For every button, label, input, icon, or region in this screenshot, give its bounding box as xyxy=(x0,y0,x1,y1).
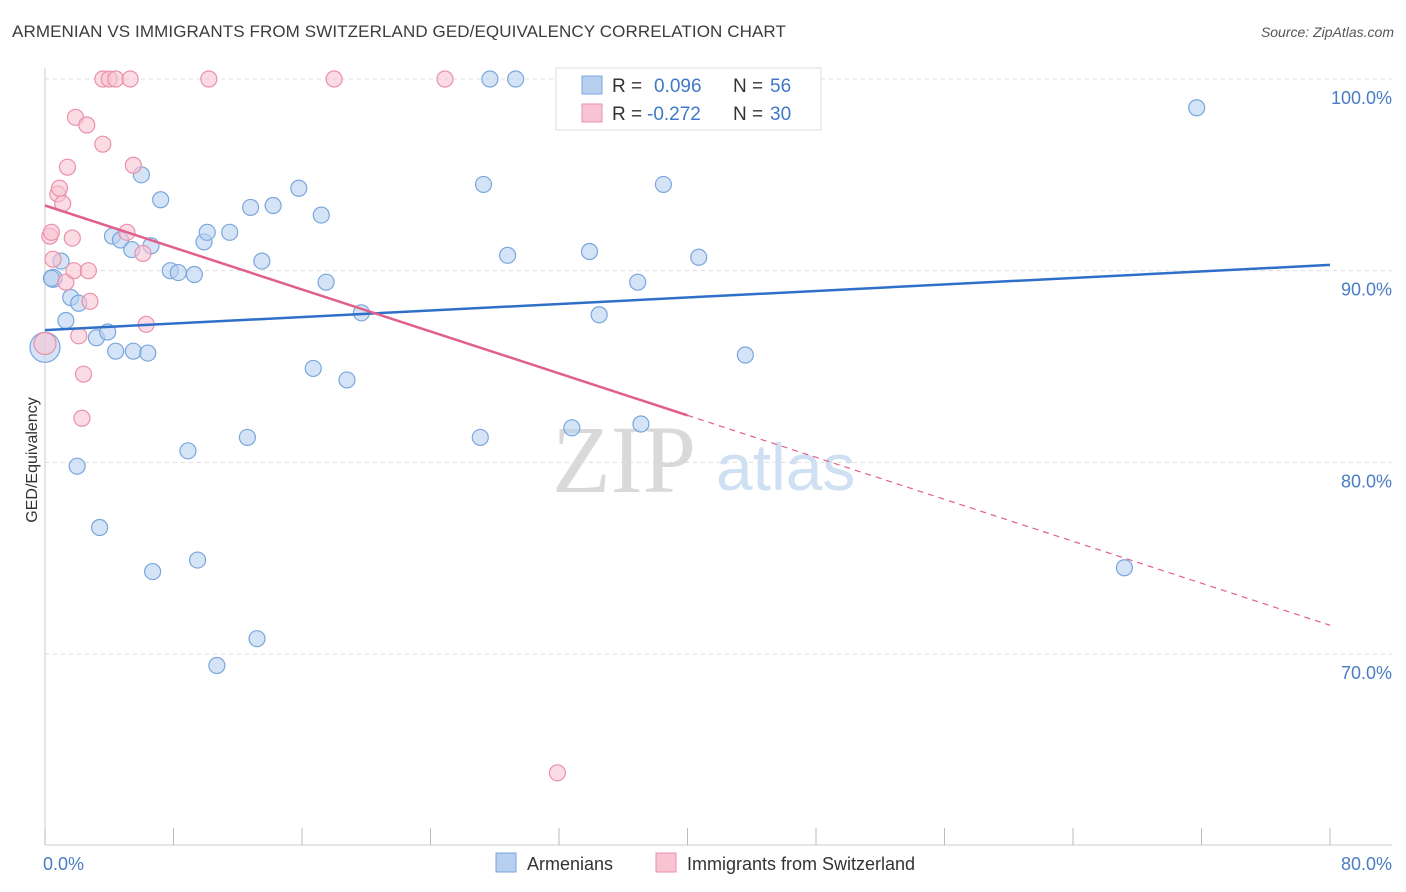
point-switzerland xyxy=(548,764,566,782)
point-armenians xyxy=(248,630,266,648)
trend-lines xyxy=(44,204,1331,626)
point-switzerland xyxy=(325,70,343,88)
point-armenians xyxy=(338,371,356,389)
y-tick-label: 100.0% xyxy=(1331,88,1392,108)
legend-label-armenians: Armenians xyxy=(527,854,613,874)
point-armenians xyxy=(253,252,271,270)
legend-n-value: 56 xyxy=(770,76,791,97)
point-armenians xyxy=(124,342,142,360)
point-armenians xyxy=(654,175,673,194)
point-armenians xyxy=(290,179,308,197)
point-armenians xyxy=(208,656,226,675)
point-armenians xyxy=(57,311,75,330)
point-armenians xyxy=(471,428,489,447)
point-armenians xyxy=(188,551,207,569)
trend-line-armenians xyxy=(44,263,1331,332)
legend-swatch-armenians xyxy=(495,852,517,873)
point-switzerland xyxy=(70,327,88,345)
point-armenians xyxy=(690,248,708,266)
watermark-atlas: atlas xyxy=(716,430,855,504)
point-armenians xyxy=(499,246,517,264)
point-switzerland xyxy=(63,229,81,247)
legend-swatch-switzerland xyxy=(655,852,677,873)
point-armenians xyxy=(1188,99,1206,117)
point-armenians xyxy=(91,518,109,537)
legend-swatch-switzerland xyxy=(581,103,603,123)
point-armenians xyxy=(238,428,256,447)
point-switzerland xyxy=(94,135,112,153)
watermark: ZIP atlas xyxy=(552,406,855,513)
point-armenians xyxy=(68,457,86,475)
y-tick-label: 90.0% xyxy=(1341,280,1392,300)
legend-r-label: R = xyxy=(612,76,642,97)
point-armenians xyxy=(1115,559,1134,577)
legend-r-label: R = xyxy=(612,104,642,125)
point-switzerland xyxy=(107,70,125,88)
point-armenians xyxy=(242,198,260,217)
legend-r-value: 0.096 xyxy=(654,76,702,97)
point-armenians xyxy=(563,419,581,437)
legend-n-label: N = xyxy=(733,104,763,125)
chart-title: ARMENIAN VS IMMIGRANTS FROM SWITZERLAND … xyxy=(12,22,786,41)
point-armenians xyxy=(179,442,197,460)
point-switzerland xyxy=(58,158,77,176)
legend-series: Armenians Immigrants from Switzerland xyxy=(495,852,915,874)
point-switzerland xyxy=(200,70,218,88)
point-armenians xyxy=(507,70,525,88)
point-switzerland xyxy=(44,250,62,268)
trend-line-switzerland-extrapolated xyxy=(687,414,1331,626)
legend-n-value: 30 xyxy=(770,104,791,125)
point-armenians xyxy=(185,265,203,284)
point-armenians xyxy=(42,269,61,287)
y-tick-label: 70.0% xyxy=(1341,663,1392,683)
point-armenians xyxy=(152,191,170,209)
point-armenians xyxy=(481,70,499,88)
point-armenians xyxy=(107,342,125,360)
x-tick-label: 80.0% xyxy=(1341,854,1392,874)
legend-label-switzerland: Immigrants from Switzerland xyxy=(687,854,915,874)
point-armenians xyxy=(264,196,282,215)
point-switzerland xyxy=(81,292,99,310)
data-points xyxy=(29,70,1206,782)
point-switzerland xyxy=(79,262,97,280)
axes xyxy=(44,68,1392,846)
point-armenians xyxy=(304,359,322,378)
y-tick-label: 80.0% xyxy=(1341,471,1392,491)
point-switzerland xyxy=(121,70,139,88)
point-armenians xyxy=(139,344,157,362)
point-armenians xyxy=(317,273,335,291)
point-switzerland xyxy=(436,70,454,88)
point-switzerland xyxy=(50,179,69,197)
point-armenians xyxy=(580,242,599,261)
grid-lines xyxy=(45,78,1392,655)
point-armenians xyxy=(198,223,216,241)
point-switzerland xyxy=(33,331,57,356)
point-switzerland xyxy=(78,116,96,134)
legend-correlation: R = 0.096 N = 56 R = -0.272 N = 30 xyxy=(555,67,822,131)
trend-line-switzerland xyxy=(44,204,688,417)
point-armenians xyxy=(590,306,608,324)
point-armenians xyxy=(629,273,647,291)
point-armenians xyxy=(144,562,162,581)
point-armenians xyxy=(221,223,239,241)
point-switzerland xyxy=(65,262,83,280)
point-switzerland xyxy=(42,223,61,241)
point-armenians xyxy=(169,263,187,282)
point-armenians xyxy=(736,346,754,364)
point-switzerland xyxy=(134,244,152,263)
legend-swatch-armenians xyxy=(581,75,603,95)
point-armenians xyxy=(632,415,650,433)
point-switzerland xyxy=(74,365,93,383)
x-tick-label: 0.0% xyxy=(43,854,84,874)
tick-labels: 100.0% 90.0% 80.0% 70.0% 0.0% 80.0% xyxy=(43,88,1392,874)
point-switzerland xyxy=(73,409,91,427)
legend-r-value: -0.272 xyxy=(647,104,701,125)
point-switzerland xyxy=(124,156,142,174)
chart-source: Source: ZipAtlas.com xyxy=(1260,24,1394,40)
point-armenians xyxy=(312,206,330,224)
point-armenians xyxy=(474,175,493,194)
y-axis-label: GED/Equivalency xyxy=(24,397,41,522)
legend-n-label: N = xyxy=(733,76,763,97)
